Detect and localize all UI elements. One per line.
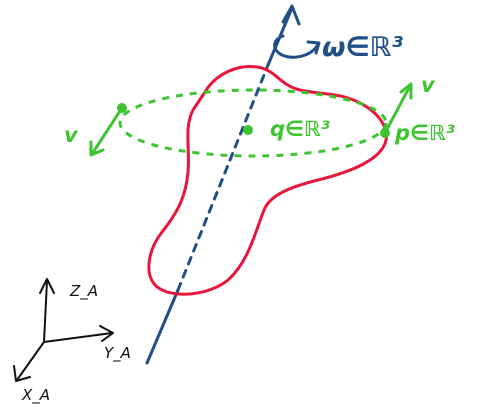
orbit-ellipse xyxy=(118,88,388,158)
omega-label: ω∈ℝ³ xyxy=(322,32,403,63)
v-label-right: v xyxy=(421,73,436,97)
frame-x-axis xyxy=(16,341,45,381)
frame-x-arrowhead xyxy=(13,365,31,382)
velocity-arrowhead-left xyxy=(89,140,105,157)
v-label-left: v xyxy=(64,123,79,147)
y-axis-label: Y_A xyxy=(104,344,131,363)
velocity-arrow-left xyxy=(90,106,124,156)
velocity-arrow-right xyxy=(383,84,412,135)
rotation-curl-arrowhead xyxy=(306,40,321,55)
frame-z-arrowhead xyxy=(39,278,55,294)
rotation-axis-solid xyxy=(145,288,180,365)
z-axis-label: Z_A xyxy=(69,282,98,301)
q-label: q∈ℝ³ xyxy=(270,117,330,141)
rigid-body-outline xyxy=(147,65,388,296)
rotation-curl-arrow xyxy=(273,34,320,59)
frame-y-axis xyxy=(43,332,113,343)
point-q xyxy=(243,125,253,135)
velocity-arrowhead-right xyxy=(399,82,413,100)
frame-z-axis xyxy=(43,280,48,343)
rotation-axis-arrowhead xyxy=(281,4,301,26)
rotation-axis-dashed xyxy=(176,63,270,292)
x-axis-label: X_A xyxy=(21,386,50,405)
p-label: p∈ℝ³ xyxy=(394,121,455,145)
frame-y-arrowhead xyxy=(99,325,114,342)
